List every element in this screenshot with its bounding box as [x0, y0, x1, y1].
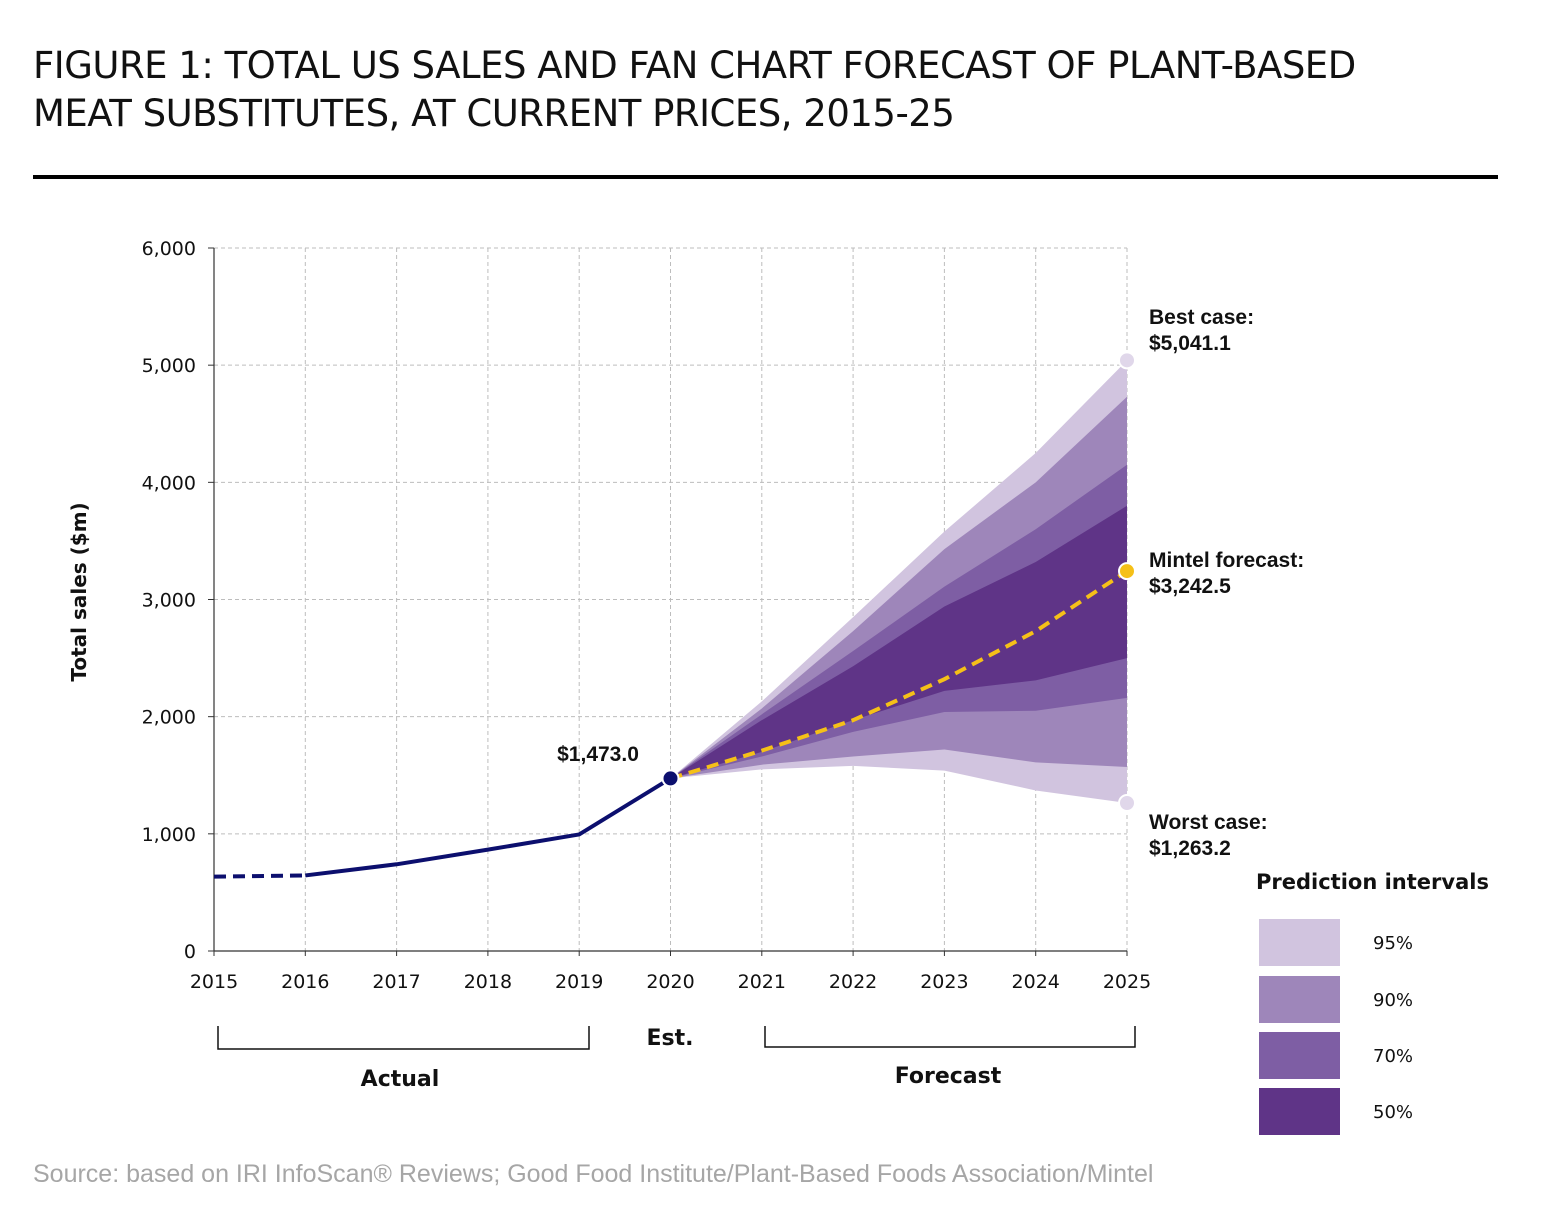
x-tick-label: 2025 — [1103, 971, 1151, 993]
y-tick-label: 0 — [184, 941, 196, 963]
y-axis-label: Total sales ($m) — [67, 502, 91, 681]
legend-swatch-90 — [1259, 976, 1340, 1023]
estimate-label: $1,473.0 — [557, 743, 639, 766]
y-tick-label: 2,000 — [142, 707, 196, 729]
y-tick-label: 6,000 — [142, 238, 196, 260]
best-case-value: $5,041.1 — [1149, 332, 1231, 355]
legend-swatch-50 — [1259, 1088, 1340, 1135]
x-tick-label: 2016 — [281, 971, 329, 993]
x-tick-label: 2019 — [555, 971, 603, 993]
title-line-2: MEAT SUBSTITUTES, AT CURRENT PRICES, 201… — [33, 92, 955, 135]
y-tick-label: 4,000 — [142, 472, 196, 494]
y-tick-label: 3,000 — [142, 590, 196, 612]
legend-title: Prediction intervals — [1256, 870, 1489, 894]
prediction-bands — [670, 360, 1127, 804]
estimate-period-label: Est. — [647, 1026, 694, 1051]
best-case-point — [1118, 351, 1136, 370]
forecast-line — [669, 569, 1129, 781]
x-tick-label: 2017 — [372, 971, 420, 993]
worst-case-title: Worst case: — [1149, 811, 1268, 834]
band-70-pct — [670, 464, 1127, 779]
legend-label: 50% — [1373, 1102, 1413, 1123]
x-tick-label: 2023 — [920, 971, 968, 993]
x-tick-label: 2022 — [829, 971, 877, 993]
best-case-title: Best case: — [1149, 306, 1254, 329]
x-tick-label: 2015 — [190, 971, 238, 993]
forecast-bracket — [764, 1026, 1136, 1048]
forecast-value: $3,242.5 — [1149, 575, 1231, 598]
actual-period-label: Actual — [361, 1067, 440, 1092]
x-tick-label: 2020 — [646, 971, 694, 993]
forecast-end-point — [1118, 562, 1136, 581]
worst-case-value: $1,263.2 — [1149, 837, 1231, 860]
y-tick-label: 1,000 — [142, 824, 196, 846]
title-line-1: FIGURE 1: TOTAL US SALES AND FAN CHART F… — [33, 44, 1356, 87]
x-tick-label: 2018 — [464, 971, 512, 993]
y-tick-label: 5,000 — [142, 355, 196, 377]
legend-swatch-95 — [1259, 919, 1340, 966]
actual-line — [305, 776, 672, 878]
title-divider — [33, 175, 1498, 179]
actual-bracket — [217, 1026, 590, 1050]
series-lines — [213, 569, 1129, 879]
forecast-period-label: Forecast — [895, 1064, 1002, 1089]
band-50-pct — [670, 505, 1127, 779]
legend-label: 95% — [1373, 933, 1413, 954]
points — [661, 351, 1136, 812]
actual-line-dashed — [213, 873, 306, 879]
legend: 95% 90% 70% 50% — [1259, 919, 1413, 1135]
legend-swatch-70 — [1259, 1032, 1340, 1079]
legend-label: 90% — [1373, 990, 1413, 1011]
x-tick-label: 2021 — [738, 971, 786, 993]
axes: 2015 2016 2017 2018 2019 2020 2021 2022 2023 2024… — [142, 238, 1152, 993]
source-note: Source: based on IRI InfoScan® Reviews; … — [33, 1160, 1154, 1188]
estimate-point — [661, 769, 680, 788]
page-title: FIGURE 1: TOTAL US SALES AND FAN CHART F… — [33, 42, 1503, 138]
x-tick-label: 2024 — [1012, 971, 1060, 993]
forecast-title: Mintel forecast: — [1149, 549, 1304, 572]
worst-case-point — [1118, 793, 1136, 812]
legend-label: 70% — [1373, 1046, 1413, 1067]
